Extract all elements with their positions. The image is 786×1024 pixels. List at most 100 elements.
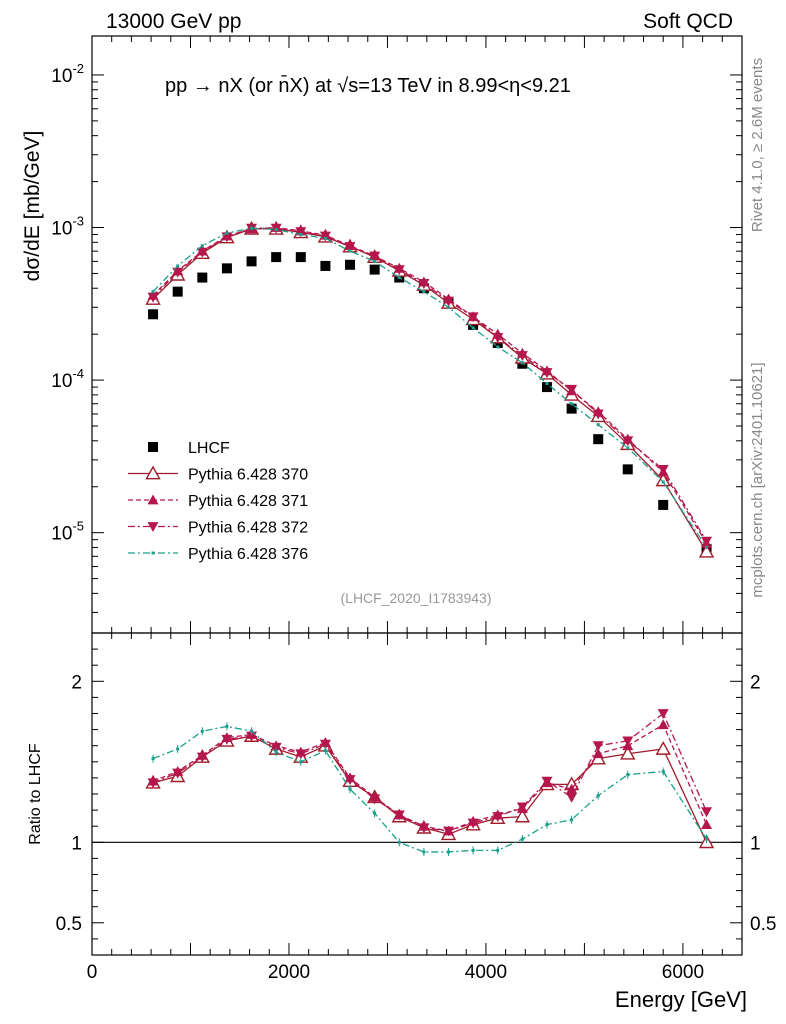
main-data-point [566,384,578,395]
main-data-point [570,402,574,406]
main-data-point [246,256,257,267]
main-data-point [492,333,504,344]
ratio-data-point [592,748,604,759]
main-data-point [418,279,430,289]
legend: LHCF Pythia 6.428 370 Pythia 6.428 371 Pyth… [128,440,308,563]
ratio-data-point [541,776,553,787]
main-data-point [657,464,669,475]
main-data-point [225,231,229,235]
mcplots-label: mcplots.cern.ch [arXiv:2401.10621] [749,362,766,597]
main-data-point [274,228,278,232]
analysis-watermark: (LHCF_2020_I1783943) [341,590,492,606]
legend-entry-3: Pythia 6.428 372 [128,520,308,537]
main-data-point [596,423,600,427]
main-data-point [319,231,331,242]
main-data-point [422,290,426,294]
main-data-point [542,382,552,393]
main-data-point [323,236,327,240]
main-data-point [197,272,208,283]
ratio-data-point [295,749,307,760]
main-data-point [655,472,671,487]
y-tick-label: 10-4 [51,366,84,392]
legend-marker [148,442,158,452]
y-tick-label: 10-5 [51,519,84,545]
main-data-point [320,260,331,271]
main-data-point [393,265,405,276]
main-data-point [443,296,455,307]
ratio-y-tick-label-right: 0.5 [750,914,776,935]
main-data-point [250,226,254,230]
ratio-data-point [319,739,331,750]
ratio-data-point [344,775,356,786]
main-data-point [566,403,577,414]
main-data-point [200,244,204,248]
ratio-data-point [566,792,578,803]
main-data-point [299,233,303,237]
rivet-version-label: Rivet 4.1.0, ≥ 2.6M events [749,58,766,232]
ratio-data-point [620,745,636,760]
header-left: 13000 GeV pp [106,10,241,33]
legend-marker [147,494,159,505]
main-data-point [622,436,634,447]
ratio-data-point [225,724,229,728]
ratio-data-point [496,848,500,852]
main-data-point [592,409,604,420]
main-data-point [172,286,183,297]
main-data-point [622,464,633,475]
main-data-point [176,264,180,268]
main-data-point [661,480,665,484]
x-axis-label: Energy [GeV] [615,987,747,1012]
main-data-point [520,361,524,365]
ratio-y-tick-label: 0.5 [56,914,82,935]
header-right: Soft QCD [643,10,733,33]
y-tick-label: 10-2 [51,61,84,87]
main-data-point [369,251,381,262]
main-data-point [626,446,630,450]
ratio-data-point [397,840,401,844]
main-data-point [295,252,306,263]
main-data-point [467,312,479,323]
ratio-data-point [200,729,204,733]
ratio-data-point [705,837,709,841]
x-tick-label: 0 [87,962,98,983]
ratio-data-point [516,802,528,813]
ratio-y-tick-label-right: 1 [750,833,761,854]
ratio-data-point [299,760,303,764]
ratio-ylabel: Ratio to LHCF [27,743,44,845]
legend-label: Pythia 6.428 370 [188,467,308,484]
ratio-series-line [152,735,708,843]
ratio-data-point [393,810,405,821]
main-frame [91,35,743,634]
data-layer [92,220,742,856]
ratio-data-point [270,742,282,753]
main-data-point [701,536,713,547]
axes-layer: 0 2000 4000 6000 10-5 10-4 10-3 10-2 0.5 0.5 1 1 2 2 [51,36,776,983]
ratio-data-point [172,768,184,779]
ratio-data-point [196,752,208,763]
ratio-data-point [467,818,479,829]
ratio-data-point [492,812,504,823]
ratio-data-point [661,769,665,773]
ratio-data-point [176,747,180,751]
ratio-data-point [151,757,155,761]
main-data-point [593,434,604,445]
ratio-data-point [596,794,600,798]
ratio-data-point [657,709,669,719]
ratio-data-point [520,837,524,841]
x-tick-label: 2000 [268,962,310,983]
main-data-point [698,543,715,558]
ratio-data-point [514,808,531,823]
main-series-line [152,227,708,548]
ratio-data-point [422,850,426,854]
main-data-point [447,305,451,309]
legend-entry-2: Pythia 6.428 371 [128,493,308,510]
ratio-frame [91,632,743,956]
ratio-data-point [701,819,713,829]
main-series-line [152,228,708,553]
main-data-point [196,247,208,258]
y-tick-label: 10-3 [51,214,84,240]
main-data-point [148,309,159,320]
ratio-series-line [152,712,708,832]
ratio-data-point [471,848,475,852]
legend-marker [145,465,161,480]
